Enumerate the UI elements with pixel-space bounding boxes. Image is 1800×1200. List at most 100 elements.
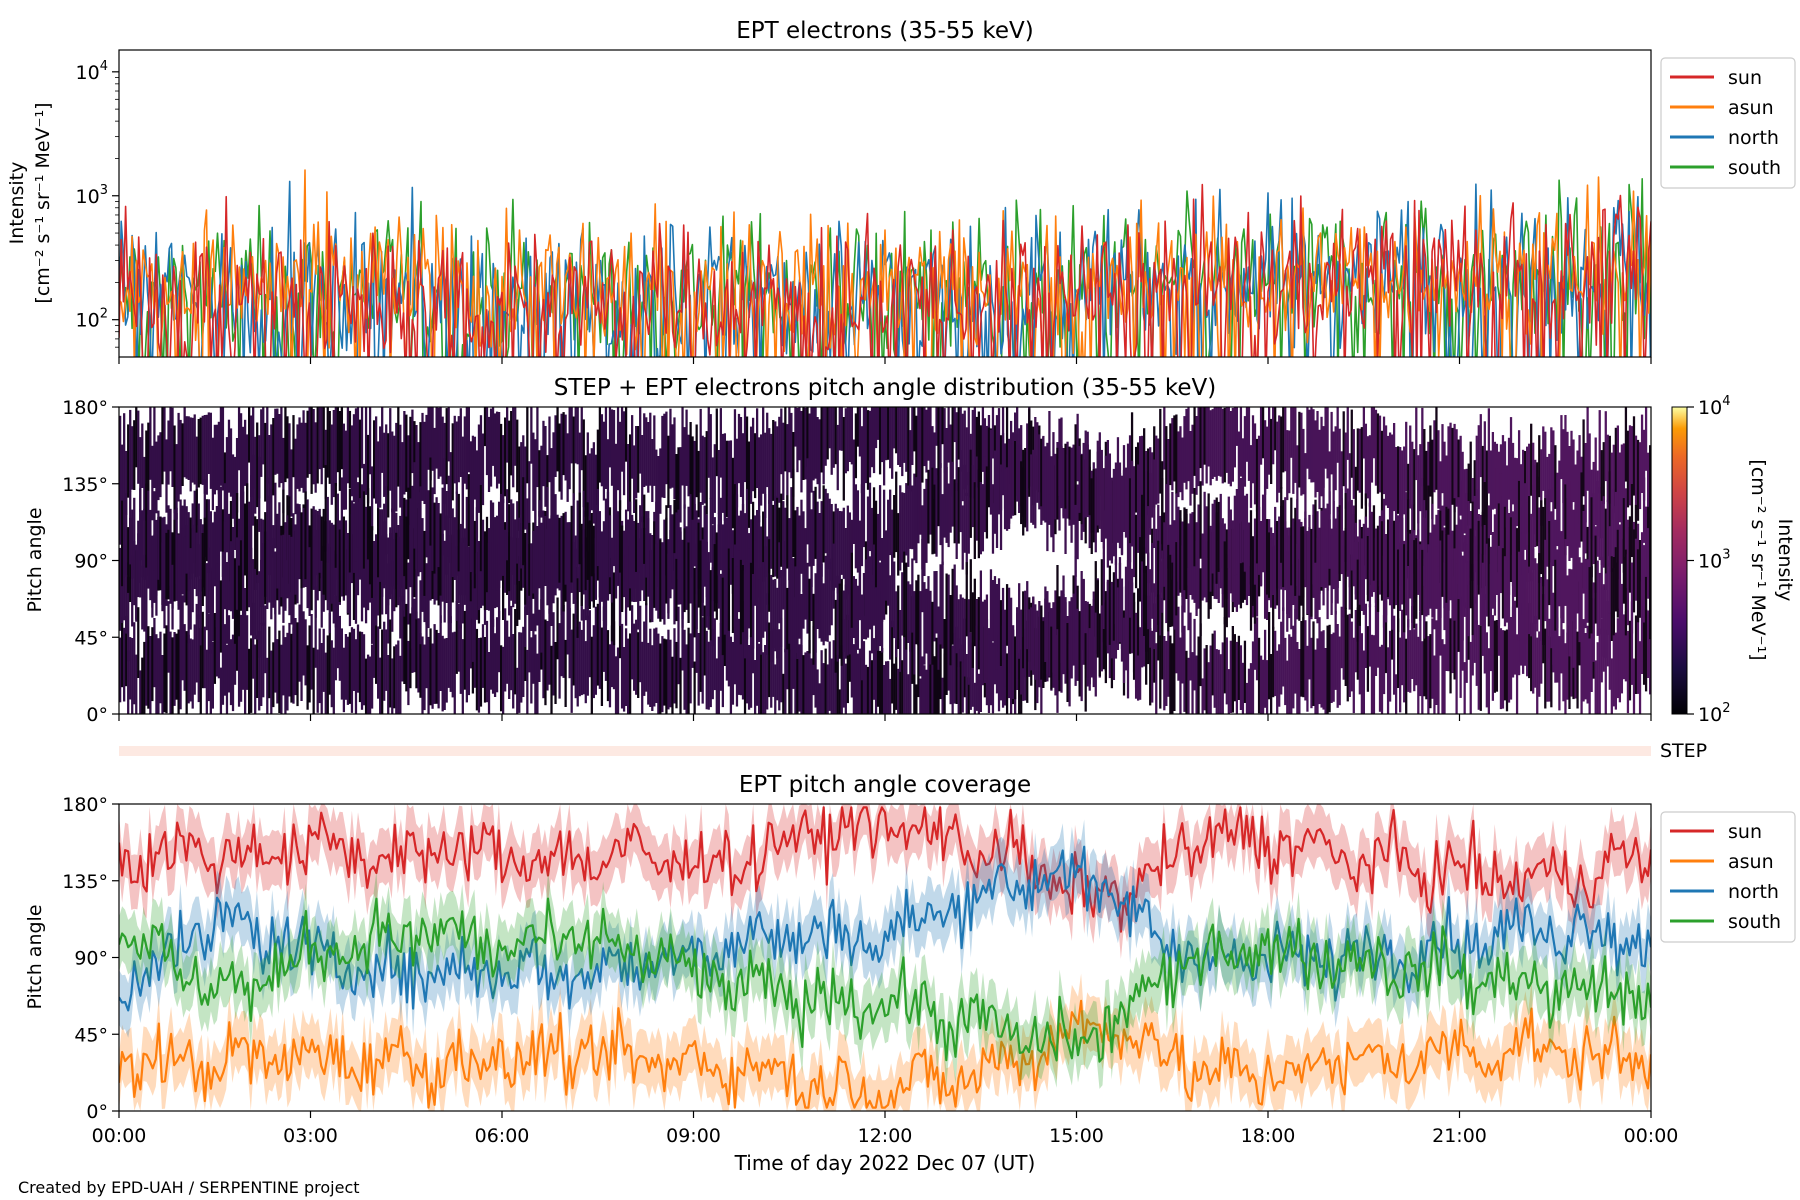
- heatmap-cell: [530, 407, 533, 464]
- heatmap-cell: [282, 625, 285, 696]
- heatmap-cell: [838, 407, 841, 451]
- heatmap-cell: [1177, 431, 1180, 498]
- heatmap-cell: [911, 407, 914, 465]
- heatmap-cell: [385, 486, 388, 555]
- heatmap-cell: [1001, 625, 1005, 708]
- heatmap-cell: [274, 408, 277, 475]
- heatmap-cell: [1423, 500, 1426, 586]
- heatmap-cell: [649, 628, 652, 707]
- heatmap-cell: [169, 631, 172, 714]
- heatmap-cell: [1108, 453, 1112, 525]
- heatmap-cell: [885, 530, 888, 601]
- heatmap-cell: [822, 485, 825, 563]
- heatmap-cell: [489, 408, 493, 487]
- heatmap-cell: [921, 538, 924, 613]
- heatmap-cell: [1382, 555, 1386, 628]
- heatmap-cell: [1018, 428, 1021, 513]
- heatmap-cell: [217, 555, 221, 643]
- heatmap-cell: [316, 511, 319, 575]
- heatmap-cell: [1306, 645, 1309, 712]
- heatmap-cell: [1368, 435, 1372, 507]
- heatmap-cell: [135, 544, 138, 622]
- heatmap-cell: [1624, 407, 1628, 482]
- heatmap-cell: [616, 513, 620, 582]
- heatmap-cell: [254, 436, 257, 514]
- heatmap-cell: [497, 412, 501, 484]
- heatmap-cell: [352, 534, 356, 620]
- heatmap-cell: [260, 559, 263, 625]
- heatmap-cell: [669, 530, 672, 599]
- heatmap-cell: [1199, 623, 1202, 687]
- heatmap-cell: [411, 409, 414, 474]
- heatmap-cell: [243, 419, 247, 486]
- heatmap-cell: [1608, 471, 1611, 557]
- legend-label-north: north: [1728, 127, 1779, 149]
- heatmap-cell: [866, 571, 870, 638]
- heatmap-cell: [417, 618, 420, 693]
- heatmap-cell: [1084, 633, 1087, 712]
- heatmap-cell: [149, 407, 152, 480]
- heatmap-cell: [782, 422, 785, 500]
- heatmap-cell: [1584, 443, 1587, 523]
- heatmap-cell: [1419, 612, 1422, 697]
- heatmap-cell: [1114, 479, 1118, 566]
- heatmap-cell: [1614, 547, 1617, 612]
- heatmap-cell: [1530, 513, 1533, 582]
- heatmap-cell: [1421, 407, 1424, 487]
- heatmap-cell: [885, 661, 888, 714]
- heatmap-cell: [796, 652, 799, 714]
- heatmap-cell: [354, 475, 358, 562]
- heatmap-cell: [1471, 599, 1474, 676]
- heatmap-cell: [961, 413, 964, 502]
- heatmap-cell: [1528, 603, 1531, 679]
- heatmap-cell: [326, 496, 329, 563]
- heatmap-cell: [1433, 547, 1436, 630]
- colorbar-gradient: [1671, 406, 1688, 715]
- heatmap-cell: [762, 511, 765, 582]
- heatmap-cell: [1177, 510, 1180, 596]
- heatmap-cell: [1453, 548, 1456, 621]
- heatmap-cell: [1646, 610, 1650, 678]
- heatmap-cell: [1328, 624, 1331, 713]
- heatmap-cell: [1134, 514, 1138, 589]
- heatmap-cell: [137, 607, 140, 678]
- y-tick-label: 180°: [62, 794, 108, 816]
- heatmap-cell: [1130, 412, 1134, 499]
- panel1-ylabel: Intensity: [6, 162, 28, 245]
- heatmap-cell: [628, 633, 632, 714]
- heatmap-cell: [1296, 499, 1299, 587]
- heatmap-cell: [175, 444, 178, 520]
- heatmap-cell: [747, 441, 751, 528]
- heatmap-cell: [1036, 610, 1039, 697]
- heatmap-cell: [163, 633, 166, 713]
- heatmap-cell: [354, 639, 358, 714]
- heatmap-cell: [1469, 441, 1472, 504]
- heatmap-cell: [1572, 509, 1575, 595]
- heatmap-cell: [1227, 669, 1230, 714]
- heatmap-cell: [524, 533, 527, 605]
- heatmap-cell: [1292, 522, 1295, 604]
- heatmap-cell: [1009, 597, 1013, 673]
- series-line-sun: [119, 183, 1651, 357]
- heatmap-cell: [1225, 554, 1228, 628]
- heatmap-cell: [939, 407, 942, 468]
- heatmap-cell: [901, 407, 904, 477]
- heatmap-cell: [1028, 408, 1031, 497]
- heatmap-cell: [1167, 493, 1170, 561]
- heatmap-cell: [743, 632, 747, 714]
- heatmap-cell: [600, 627, 604, 706]
- heatmap-cell: [1370, 511, 1374, 597]
- heatmap-cell: [1270, 538, 1273, 608]
- heatmap-cell: [514, 519, 517, 585]
- heatmap-cell: [147, 490, 150, 576]
- heatmap-cell: [1507, 437, 1511, 500]
- heatmap-cell: [397, 407, 400, 487]
- heatmap-cell: [1326, 407, 1329, 479]
- heatmap-cell: [1338, 636, 1341, 706]
- heatmap-cell: [941, 494, 944, 566]
- heatmap-cell: [1451, 559, 1454, 644]
- heatmap-cell: [149, 636, 152, 714]
- heatmap-cell: [868, 410, 872, 478]
- heatmap-cell: [506, 489, 509, 561]
- heatmap-cell: [199, 417, 202, 485]
